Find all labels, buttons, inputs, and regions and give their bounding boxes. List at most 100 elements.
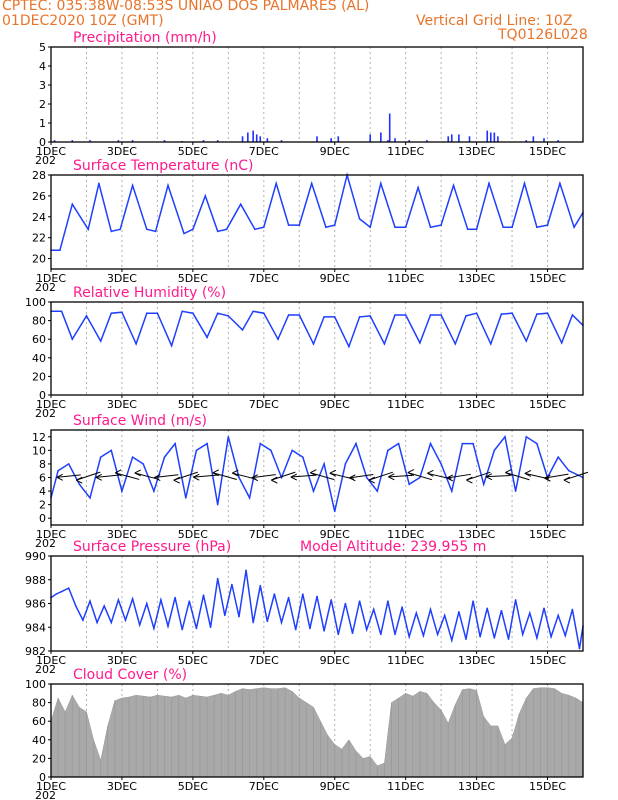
x-tick-label: 7DEC (249, 780, 279, 793)
wind-arrow (505, 472, 530, 481)
series-point (323, 463, 325, 465)
panel-title: Precipitation (mm/h) (73, 30, 217, 46)
series-point (192, 228, 194, 231)
series-point (461, 442, 464, 445)
y-tick-label: 986 (25, 598, 46, 611)
series-point (181, 628, 184, 631)
series-point (131, 184, 134, 187)
precip-bar (450, 134, 453, 142)
series-point (429, 314, 432, 316)
header-code: TQ0126L028 (498, 27, 588, 43)
series-point (365, 476, 368, 479)
series-point (415, 612, 418, 614)
x-tick-label: 5DEC (178, 528, 208, 541)
panel-annotation: Model Altitude: 239.955 m (300, 539, 486, 555)
y-tick-label: 60 (32, 715, 46, 728)
precip-bar (380, 132, 382, 142)
wind-arrow-head (154, 474, 161, 481)
y-tick-label: 4 (39, 485, 46, 498)
wind-arrow-head (193, 473, 200, 481)
panel-0: 0 1 2 3 4 5 1DEC 3DEC 5DEC 7DEC 9DEC 11DEC 13DEC 15DE… (35, 30, 584, 167)
precip-bar (241, 136, 244, 142)
panel-frame (50, 683, 584, 778)
x-tick-label: 13DEC (458, 654, 495, 667)
x-tick-label: 3DEC (107, 528, 137, 541)
x-tick-label: 11DEC (387, 272, 424, 285)
series-point (536, 637, 538, 639)
series-point (500, 313, 503, 315)
wind-arrow (95, 474, 120, 478)
wind-arrow-head (466, 476, 473, 484)
series-point (422, 634, 425, 637)
series-point (387, 449, 389, 452)
series-point (568, 469, 570, 472)
series-point (450, 639, 453, 642)
series-point (560, 342, 563, 344)
precip-bar (468, 136, 471, 142)
x-tick-label: 3DEC (107, 398, 137, 411)
precip-bar (426, 140, 428, 142)
precip-bar (525, 140, 528, 142)
wind-arrow (466, 471, 491, 481)
x-tick-label: 7DEC (249, 272, 279, 285)
series-point (365, 628, 368, 631)
y-tick-label: 0 (39, 512, 46, 525)
series-point (536, 226, 538, 229)
precip-bar (486, 130, 489, 142)
x-tick-label: 13DEC (458, 272, 495, 285)
y-tick-label: 6 (39, 472, 46, 485)
wind-arrow-head (271, 476, 278, 484)
y-tick-label: 20 (32, 370, 46, 383)
series-point (259, 584, 262, 587)
precip-bar (266, 138, 269, 142)
series-point (167, 625, 169, 627)
series-point (298, 224, 301, 226)
precip-bar (394, 138, 396, 142)
x-tick-label: 7DEC (249, 398, 279, 411)
series-point (408, 635, 411, 638)
series-point (238, 615, 240, 618)
x-tick-label: 13DEC (458, 145, 495, 158)
series-point (181, 310, 184, 313)
x-tick-label: 5DEC (178, 398, 208, 411)
wind-arrow (368, 471, 393, 481)
series-point (475, 312, 478, 314)
y-tick-label: 40 (32, 734, 46, 747)
series-point (216, 312, 219, 314)
series-point (458, 611, 460, 613)
wind-arrow-head (544, 474, 551, 482)
precip-bar (202, 140, 205, 142)
x-tick-label: 13DEC (458, 528, 495, 541)
series-point (465, 638, 467, 640)
series-point (59, 249, 61, 251)
panel-frame (50, 46, 584, 143)
series-point (287, 596, 290, 599)
precip-bar (216, 140, 219, 142)
series-point (216, 230, 219, 233)
series-point (202, 594, 205, 596)
x-year-fragment: 202 (35, 537, 56, 550)
wind-arrow (271, 471, 296, 481)
wind-arrow (310, 472, 335, 481)
wind-arrow-head (56, 473, 63, 481)
series-point (225, 228, 228, 231)
wind-arrow-head (134, 469, 141, 477)
series-point (546, 224, 549, 226)
series-point (546, 312, 549, 314)
series-point (227, 315, 230, 317)
series-point (275, 182, 278, 185)
series-point (310, 182, 313, 185)
panel-title: Surface Wind (m/s) (73, 413, 207, 429)
series-point (153, 627, 155, 630)
x-tick-label: 1DEC (36, 398, 66, 411)
series-point (103, 605, 105, 607)
cloud-cover-area (50, 687, 584, 778)
wind-arrow (173, 471, 198, 481)
x-tick-label: 15DEC (529, 654, 566, 667)
x-tick-label: 9DEC (320, 780, 350, 793)
series-point (204, 195, 207, 197)
wind-arrow-head (329, 469, 337, 477)
series-point (454, 343, 457, 345)
x-tick-label: 3DEC (107, 272, 137, 285)
